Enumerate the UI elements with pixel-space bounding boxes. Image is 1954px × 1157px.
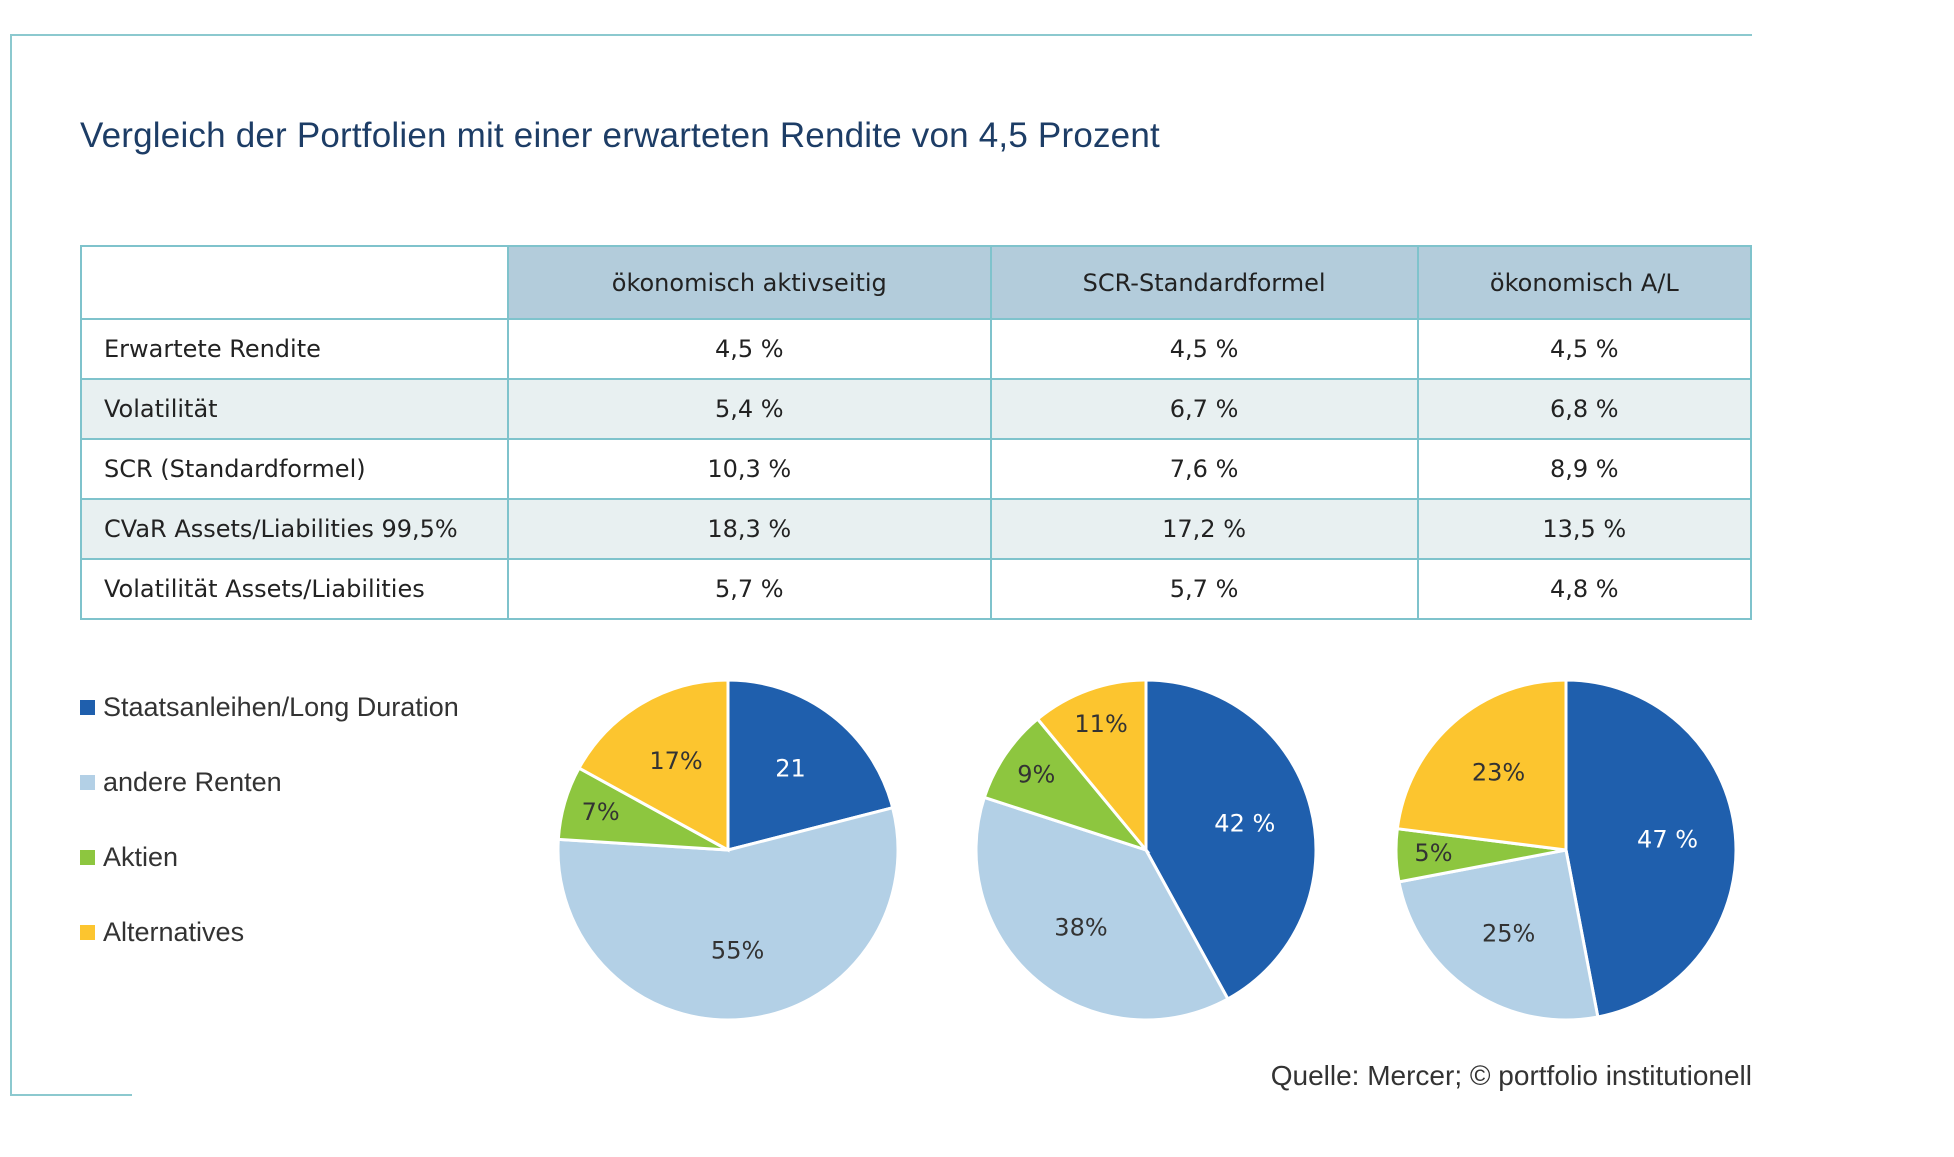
source-note: Quelle: Mercer; © portfolio institutione… bbox=[1270, 1060, 1752, 1091]
pie-1-label-alternatives: 17% bbox=[649, 747, 702, 775]
legend-item-aktien: Aktien bbox=[80, 820, 459, 895]
pie-3-slice-staatsanleihen bbox=[1564, 678, 1738, 1019]
pie-1-label-andere-renten: 55% bbox=[711, 937, 764, 965]
table-cell: 7,6 % bbox=[989, 438, 1419, 500]
legend-swatch bbox=[80, 775, 95, 790]
pie-3-label-andere-renten: 25% bbox=[1482, 919, 1535, 947]
legend-swatch bbox=[80, 700, 95, 715]
column-header: ökonomisch A/L bbox=[1416, 245, 1753, 320]
frame-bottom-line bbox=[10, 1094, 132, 1096]
pie-1-label-staatsanleihen: 21 bbox=[775, 754, 806, 782]
table-cell: 18,3 % bbox=[507, 498, 992, 560]
pie-2-slice-staatsanleihen bbox=[1144, 678, 1318, 1002]
legend-swatch bbox=[80, 925, 95, 940]
table-row: SCR (Standardformel) 10,3 % 7,6 % 8,9 % bbox=[80, 438, 1753, 500]
pie-2-label-andere-renten: 38% bbox=[1054, 914, 1107, 942]
pie-2-label-alternatives: 11% bbox=[1074, 710, 1127, 738]
page-title: Vergleich der Portfolien mit einer erwar… bbox=[80, 116, 1160, 155]
legend-item-staatsanleihen: Staatsanleihen/Long Duration bbox=[80, 670, 459, 745]
table-cell: 10,3 % bbox=[507, 438, 992, 500]
table-cell: 5,4 % bbox=[507, 378, 992, 440]
column-header: ökonomisch aktivseitig bbox=[507, 245, 992, 320]
pie-2-slice-aktien bbox=[982, 716, 1151, 854]
table-cell: 17,2 % bbox=[989, 498, 1419, 560]
frame-left-line bbox=[10, 34, 12, 1094]
pie-3-label-alternatives: 23% bbox=[1472, 758, 1525, 786]
row-label: SCR (Standardformel) bbox=[80, 438, 509, 500]
legend-swatch bbox=[80, 850, 95, 865]
chart-legend: Staatsanleihen/Long Duration andere Rent… bbox=[80, 670, 459, 970]
pie-2-label-aktien: 9% bbox=[1017, 760, 1055, 788]
legend-label: andere Renten bbox=[103, 767, 282, 797]
frame-top-line bbox=[10, 34, 1752, 36]
row-label: Erwartete Rendite bbox=[80, 318, 509, 380]
pie-1-slice-andere-renten bbox=[556, 805, 900, 1022]
pie-1-label-aktien: 7% bbox=[582, 798, 620, 826]
table-cell: 4,5 % bbox=[1416, 318, 1753, 380]
legend-item-alternatives: Alternatives bbox=[80, 895, 459, 970]
table-cell: 13,5 % bbox=[1416, 498, 1753, 560]
pie-2-label-staatsanleihen: 42 % bbox=[1214, 810, 1275, 838]
legend-label: Staatsanleihen/Long Duration bbox=[103, 692, 459, 722]
table-corner-cell bbox=[80, 245, 509, 320]
table-cell: 8,9 % bbox=[1416, 438, 1753, 500]
pie-2-slice-andere-renten bbox=[974, 795, 1230, 1022]
table-cell: 6,8 % bbox=[1416, 378, 1753, 440]
legend-label: Alternatives bbox=[103, 917, 245, 947]
pie-3-label-staatsanleihen: 47 % bbox=[1637, 825, 1698, 853]
table-cell: 5,7 % bbox=[989, 558, 1419, 620]
table-cell: 4,5 % bbox=[507, 318, 992, 380]
pie-1-slice-staatsanleihen bbox=[726, 678, 895, 852]
legend-item-andere-renten: andere Renten bbox=[80, 745, 459, 820]
table-cell: 4,5 % bbox=[989, 318, 1419, 380]
table-cell: 5,7 % bbox=[507, 558, 992, 620]
comparison-table: ökonomisch aktivseitig SCR-Standardforme… bbox=[80, 245, 1753, 620]
table-cell: 4,8 % bbox=[1416, 558, 1753, 620]
table-cell: 6,7 % bbox=[989, 378, 1419, 440]
legend-label: Aktien bbox=[103, 842, 179, 872]
pie-1-slice-alternatives bbox=[576, 678, 730, 853]
row-label: CVaR Assets/Liabilities 99,5% bbox=[80, 498, 509, 560]
column-header: SCR-Standardformel bbox=[989, 245, 1419, 320]
pie-2-slice-alternatives bbox=[1035, 678, 1148, 855]
table-row: Volatilität 5,4 % 6,7 % 6,8 % bbox=[80, 378, 1753, 440]
pie-3-slice-alternatives bbox=[1395, 678, 1568, 852]
row-label: Volatilität Assets/Liabilities bbox=[80, 558, 509, 620]
table-row: Erwartete Rendite 4,5 % 4,5 % 4,5 % bbox=[80, 318, 1753, 380]
table-header-row: ökonomisch aktivseitig SCR-Standardforme… bbox=[80, 245, 1753, 320]
table-row: Volatilität Assets/Liabilities 5,7 % 5,7… bbox=[80, 558, 1753, 620]
table-row: CVaR Assets/Liabilities 99,5% 18,3 % 17,… bbox=[80, 498, 1753, 560]
row-label: Volatilität bbox=[80, 378, 509, 440]
pie-3-label-aktien: 5% bbox=[1414, 839, 1452, 867]
pie-3-slice-andere-renten bbox=[1397, 848, 1600, 1022]
